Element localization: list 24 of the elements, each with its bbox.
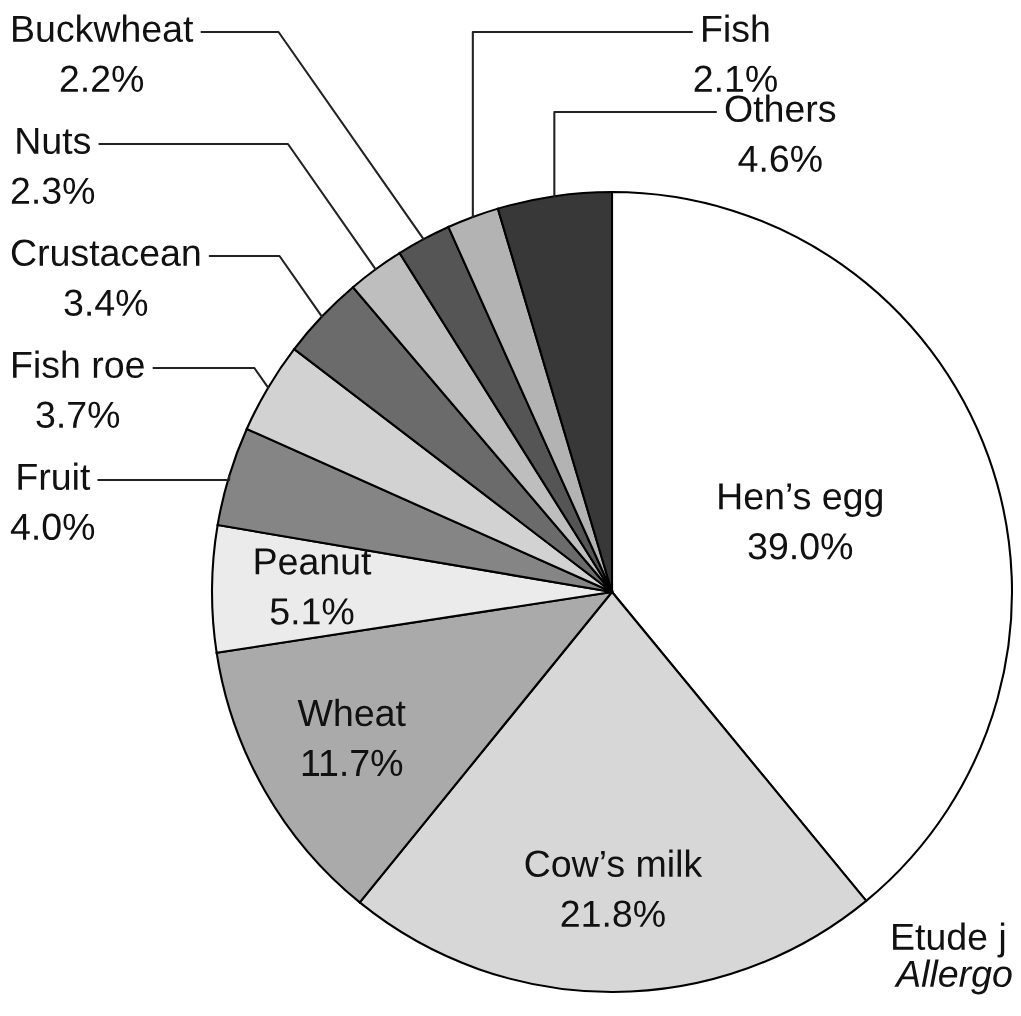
slice-label: Cow’s milk [525, 849, 703, 878]
slice-label: Fruit [18, 462, 91, 491]
data-label: 3.4% [64, 289, 148, 317]
slice-label: Fish [703, 14, 769, 43]
data-label: 21.8% [561, 900, 665, 928]
slice-label: Buckwheat [13, 14, 194, 43]
data-label: 39.0% [748, 532, 853, 560]
data-label: 4.6% [738, 145, 822, 173]
text: Etude j [893, 922, 1005, 958]
data-label: 11.7% [302, 749, 403, 777]
data-label: 2.3% [11, 177, 95, 205]
slice-label: Hen’s egg [719, 483, 882, 517]
data-label: 5.1% [270, 598, 354, 625]
data-label: 4.0% [10, 513, 95, 541]
slice-label: Others [725, 94, 836, 123]
slice-label: Fish roe [13, 350, 144, 379]
slice-label: Wheat [297, 698, 406, 727]
slice-label: Crustacean [11, 239, 200, 267]
data-label: 2.1% [694, 65, 777, 92]
slice-label: Nuts [17, 127, 90, 155]
data-label: 3.7% [36, 401, 120, 429]
slice-label: Peanut [255, 548, 372, 575]
data-label: 2.2% [60, 65, 144, 92]
text: Allergo [894, 959, 1012, 995]
